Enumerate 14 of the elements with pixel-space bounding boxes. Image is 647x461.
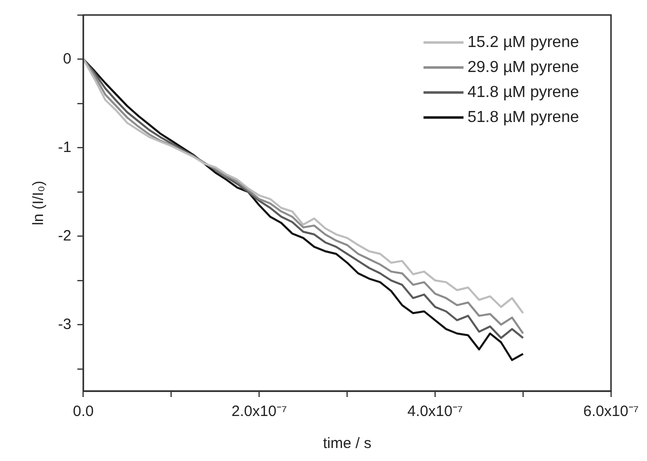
y-tick-label: -3	[58, 316, 72, 333]
x-tick-label: 6.0x10⁻⁷	[583, 403, 639, 420]
y-axis-title: ln (I/I₀)	[30, 180, 48, 226]
y-tick-label: -1	[58, 138, 72, 156]
legend-label: 41.8 µM pyrene	[468, 84, 580, 101]
x-tick-label: 2.0x10⁻⁷	[231, 403, 287, 420]
legend-label: 29.9 µM pyrene	[468, 58, 580, 76]
x-tick-label: 4.0x10⁻⁷	[407, 403, 463, 420]
y-tick-label: -2	[58, 227, 72, 244]
x-axis-title: time / s	[322, 435, 372, 452]
y-tick-label: 0	[62, 50, 72, 68]
legend-label: 51.8 µM pyrene	[468, 108, 580, 126]
legend-label: 15.2 µM pyrene	[468, 34, 580, 51]
x-tick-label: 0.0	[72, 403, 94, 420]
